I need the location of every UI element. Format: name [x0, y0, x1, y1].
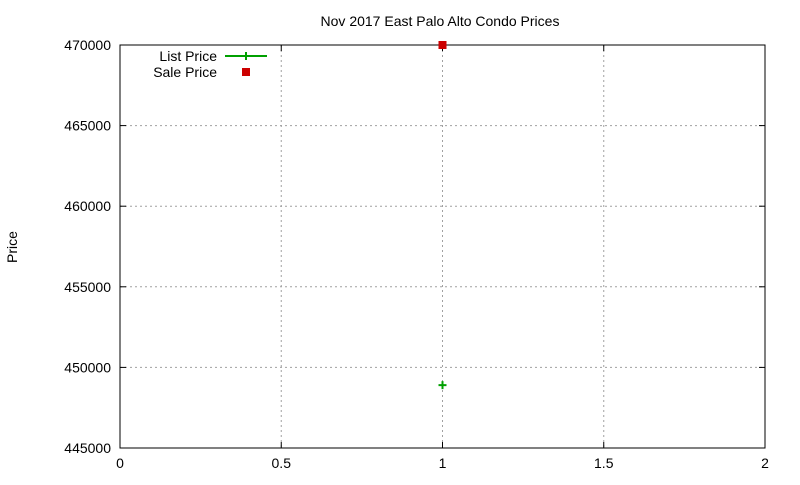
grid: [120, 45, 765, 448]
y-tick-label: 455000: [64, 279, 111, 295]
chart-title: Nov 2017 East Palo Alto Condo Prices: [321, 13, 560, 29]
data-point-sale-price: [438, 41, 447, 49]
x-tick-label: 1: [439, 455, 447, 471]
data-points: [438, 41, 447, 390]
axis-ticks: 0 0.5 1 1.5 2 445000 450000 455000 460000 465000 4…: [64, 37, 769, 471]
legend-label: Sale Price: [153, 64, 217, 80]
y-tick-label: 445000: [64, 440, 111, 456]
y-axis-label: Price: [4, 231, 20, 263]
x-tick-label: 0.5: [272, 455, 292, 471]
legend-label: List Price: [159, 48, 217, 64]
y-tick-label: 465000: [64, 118, 111, 134]
x-tick-label: 2: [761, 455, 769, 471]
x-tick-label: 0: [116, 455, 124, 471]
y-tick-label: 460000: [64, 198, 111, 214]
legend-marker: [242, 68, 250, 76]
legend-marker: [242, 52, 250, 60]
y-tick-label: 470000: [64, 37, 111, 53]
x-tick-label: 1.5: [594, 455, 614, 471]
data-point-list-price: [438, 381, 447, 390]
y-tick-label: 450000: [64, 359, 111, 375]
